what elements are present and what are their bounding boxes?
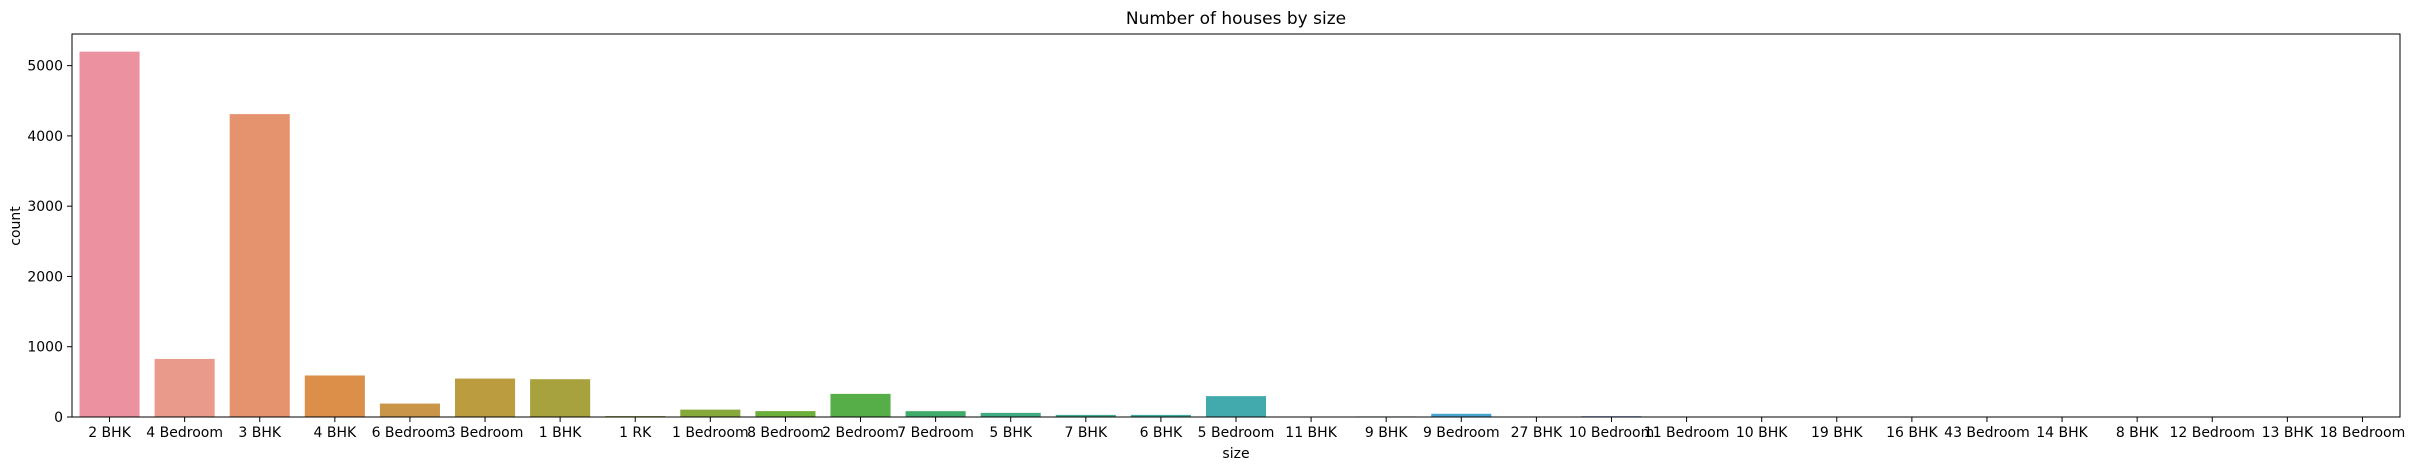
bar-6-bedroom [379, 403, 440, 417]
bar-1-bhk [530, 379, 591, 417]
x-tick-label: 7 Bedroom [897, 425, 974, 441]
x-tick-label: 12 Bedroom [2169, 425, 2255, 441]
bar-7-bhk [1055, 414, 1116, 417]
x-tick-label: 5 Bedroom [1198, 425, 1275, 441]
x-tick-label: 5 BHK [989, 425, 1032, 441]
y-tick-label: 2000 [27, 269, 63, 285]
y-tick-label: 4000 [27, 129, 63, 145]
x-tick-label: 9 Bedroom [1423, 425, 1500, 441]
x-tick-label: 3 Bedroom [447, 425, 524, 441]
x-tick-label: 9 BHK [1365, 425, 1408, 441]
x-tick-label: 2 Bedroom [822, 425, 899, 441]
x-tick-label: 8 Bedroom [747, 425, 824, 441]
bar-3-bedroom [454, 378, 516, 417]
bar-2-bedroom [830, 393, 891, 417]
bar-3-bhk [229, 114, 290, 417]
bar-4-bhk [304, 375, 365, 417]
x-tick-label: 4 BHK [314, 425, 357, 441]
x-tick-label: 11 BHK [1285, 425, 1337, 441]
x-tick-label: 4 Bedroom [146, 425, 223, 441]
bar-9-bedroom [1431, 413, 1492, 417]
bar-7-bedroom [905, 411, 966, 417]
x-tick-label: 16 BHK [1886, 425, 1938, 441]
x-tick-label: 8 BHK [2116, 425, 2159, 441]
bar-8-bedroom [755, 411, 816, 417]
bar-4-bedroom [154, 358, 215, 417]
x-tick-label: 6 Bedroom [372, 425, 449, 441]
x-tick-label: 2 BHK [88, 425, 131, 441]
x-tick-label: 14 BHK [2036, 425, 2088, 441]
x-tick-label: 18 Bedroom [2320, 425, 2406, 441]
x-tick-label: 7 BHK [1064, 425, 1107, 441]
x-tick-label: 13 BHK [2262, 425, 2314, 441]
bar-6-bhk [1130, 414, 1191, 417]
bar-5-bedroom [1205, 396, 1267, 417]
x-tick-label: 11 Bedroom [1644, 425, 1730, 441]
plot-frame [71, 33, 2401, 418]
bars-group [79, 51, 2393, 417]
x-tick-label: 10 Bedroom [1569, 425, 1655, 441]
x-tick-label: 6 BHK [1140, 425, 1183, 441]
y-tick-label: 5000 [27, 59, 63, 75]
chart-title: Number of houses by size [1126, 9, 1346, 29]
x-tick-label: 10 BHK [1736, 425, 1788, 441]
x-tick-label: 19 BHK [1811, 425, 1863, 441]
x-tick-label: 1 Bedroom [672, 425, 749, 441]
y-axis-ticks: 0 1000 2000 3000 4000 5000 [27, 59, 72, 426]
y-tick-label: 1000 [27, 340, 63, 356]
bar-1-bedroom [680, 409, 741, 417]
bar-5-bhk [980, 412, 1041, 417]
y-tick-label: 3000 [27, 199, 63, 215]
y-tick-label: 0 [54, 410, 63, 426]
bar-2-bhk [79, 51, 140, 417]
x-tick-label: 3 BHK [238, 425, 281, 441]
x-tick-label: 43 Bedroom [1944, 425, 2030, 441]
y-axis-label: count [8, 206, 24, 246]
x-tick-label: 1 RK [619, 425, 652, 441]
x-tick-label: 27 BHK [1511, 425, 1563, 441]
x-axis-label: size [1222, 446, 1249, 462]
x-tick-label: 1 BHK [539, 425, 582, 441]
